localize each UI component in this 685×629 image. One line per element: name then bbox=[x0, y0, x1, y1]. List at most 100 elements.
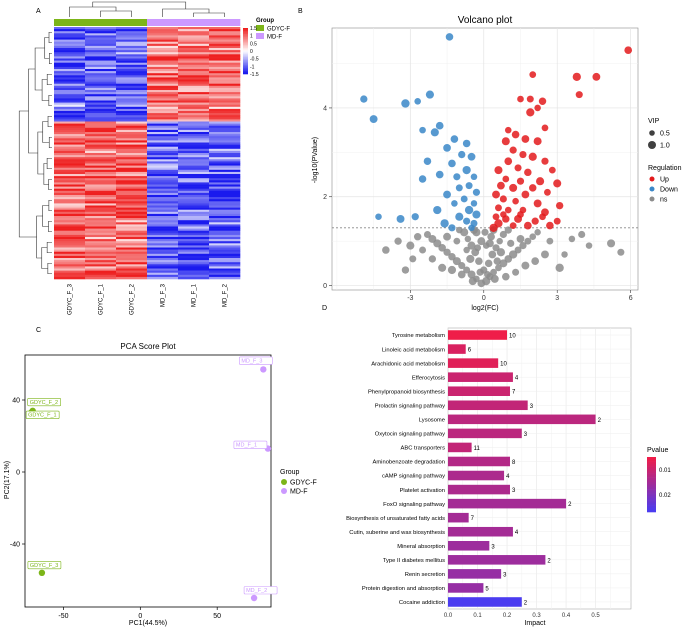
heatmap-cell bbox=[116, 111, 148, 114]
heatmap-cell bbox=[54, 138, 86, 141]
heatmap-cell bbox=[85, 218, 117, 221]
ns-point bbox=[607, 239, 616, 248]
heatmap-cell bbox=[147, 136, 179, 139]
down-point bbox=[450, 135, 459, 143]
heatmap-cell bbox=[147, 125, 179, 129]
up-point bbox=[553, 217, 561, 225]
down-point bbox=[414, 97, 421, 105]
heatmap-cell bbox=[147, 83, 179, 87]
pca-plot-frame bbox=[24, 354, 272, 608]
heatmap-cell bbox=[116, 171, 148, 175]
heatmap-cell bbox=[147, 33, 179, 36]
heatmap-cell bbox=[178, 203, 210, 206]
heatmap-cell bbox=[85, 29, 117, 32]
heatmap-cell bbox=[85, 54, 117, 57]
heatmap-cell bbox=[147, 79, 179, 82]
down-point bbox=[472, 188, 481, 196]
heatmap-cell bbox=[116, 41, 148, 45]
down-point bbox=[430, 128, 439, 137]
heatmap-cell bbox=[147, 50, 179, 53]
heatmap-cell bbox=[178, 195, 210, 198]
heatmap-cell bbox=[147, 216, 179, 219]
heatmap-cell bbox=[54, 182, 86, 185]
heatmap-cell bbox=[209, 115, 241, 118]
heatmap-cell bbox=[147, 66, 179, 70]
heatmap-cell bbox=[178, 192, 210, 196]
heatmap-cell bbox=[209, 146, 241, 150]
heatmap-cell bbox=[54, 197, 86, 200]
heatmap-cell bbox=[147, 169, 179, 173]
heatmap-cell bbox=[209, 45, 241, 49]
heatmap-cell bbox=[209, 241, 241, 244]
heatmap-cell bbox=[85, 111, 117, 114]
heatmap-cell bbox=[54, 239, 86, 242]
heatmap-cell bbox=[54, 115, 86, 118]
pvalue-scale-step bbox=[647, 509, 656, 513]
heatmap-cell bbox=[54, 186, 86, 189]
x-tick-label: 6 bbox=[629, 295, 633, 302]
heatmap-cell bbox=[54, 253, 86, 257]
ns-point bbox=[448, 252, 456, 261]
down-point bbox=[464, 205, 474, 215]
heatmap-cell bbox=[54, 209, 86, 213]
heatmap-cell bbox=[54, 81, 86, 84]
up-point bbox=[509, 222, 517, 229]
pvalue-scale-tick: 0.02 bbox=[659, 493, 671, 499]
heatmap-cell bbox=[116, 83, 148, 87]
heatmap-cell bbox=[54, 104, 86, 108]
heatmap-cell bbox=[85, 113, 117, 116]
heatmap-cell bbox=[85, 274, 117, 278]
heatmap-cell bbox=[147, 272, 179, 276]
heatmap-cell bbox=[54, 171, 86, 175]
heatmap-cell bbox=[85, 266, 117, 269]
heatmap-cell bbox=[116, 258, 148, 261]
heatmap-cell bbox=[147, 106, 179, 110]
heatmap-cell bbox=[85, 148, 117, 152]
group-annotation-cell bbox=[178, 19, 210, 26]
heatmap-cell bbox=[85, 50, 117, 53]
heatmap-cell bbox=[178, 230, 210, 234]
heatmap-cell bbox=[85, 115, 117, 118]
heatmap-cell bbox=[116, 213, 148, 217]
heatmap-cell bbox=[54, 113, 86, 116]
pathway-bar-count: 3 bbox=[524, 432, 528, 438]
pathway-bar-count: 8 bbox=[512, 460, 516, 466]
heatmap-cell bbox=[85, 253, 117, 257]
dendrogram-branch bbox=[18, 110, 37, 238]
heatmap-cell bbox=[116, 199, 148, 202]
heatmap-cell bbox=[147, 45, 179, 49]
heatmap-cell bbox=[147, 213, 179, 217]
heatmap-cell bbox=[54, 255, 86, 259]
up-point bbox=[517, 95, 524, 103]
heatmap-cell bbox=[147, 73, 179, 76]
heatmap-cell bbox=[147, 64, 179, 68]
heatmap-cell bbox=[85, 222, 117, 225]
heatmap-cell bbox=[116, 132, 148, 135]
color-scale-tick: -1.5 bbox=[250, 72, 259, 78]
heatmap-cell bbox=[147, 48, 179, 51]
heatmap-cell bbox=[209, 232, 241, 236]
heatmap-cell bbox=[54, 58, 86, 61]
heatmap-cell bbox=[116, 207, 148, 210]
heatmap-cell bbox=[85, 79, 117, 82]
heatmap-cell bbox=[116, 43, 148, 47]
heatmap-cell bbox=[178, 60, 210, 63]
heatmap-cell bbox=[54, 64, 86, 68]
down-point bbox=[470, 173, 478, 181]
heatmap-cell bbox=[209, 155, 241, 158]
up-point bbox=[501, 137, 510, 146]
heatmap-cell bbox=[147, 171, 179, 175]
ns-point bbox=[495, 264, 502, 272]
heatmap-cell bbox=[209, 197, 241, 200]
heatmap-cell bbox=[85, 237, 117, 240]
heatmap-cell bbox=[85, 35, 117, 38]
heatmap-cell bbox=[147, 255, 179, 259]
y-tick-label: 40 bbox=[12, 398, 20, 405]
heatmap-cell bbox=[116, 178, 148, 181]
heatmap-cell bbox=[116, 87, 148, 91]
x-tick-label: 3 bbox=[555, 295, 559, 302]
up-point bbox=[526, 95, 534, 103]
heatmap-cell bbox=[178, 104, 210, 108]
heatmap-cell bbox=[178, 251, 210, 255]
heatmap-cell bbox=[178, 150, 210, 154]
